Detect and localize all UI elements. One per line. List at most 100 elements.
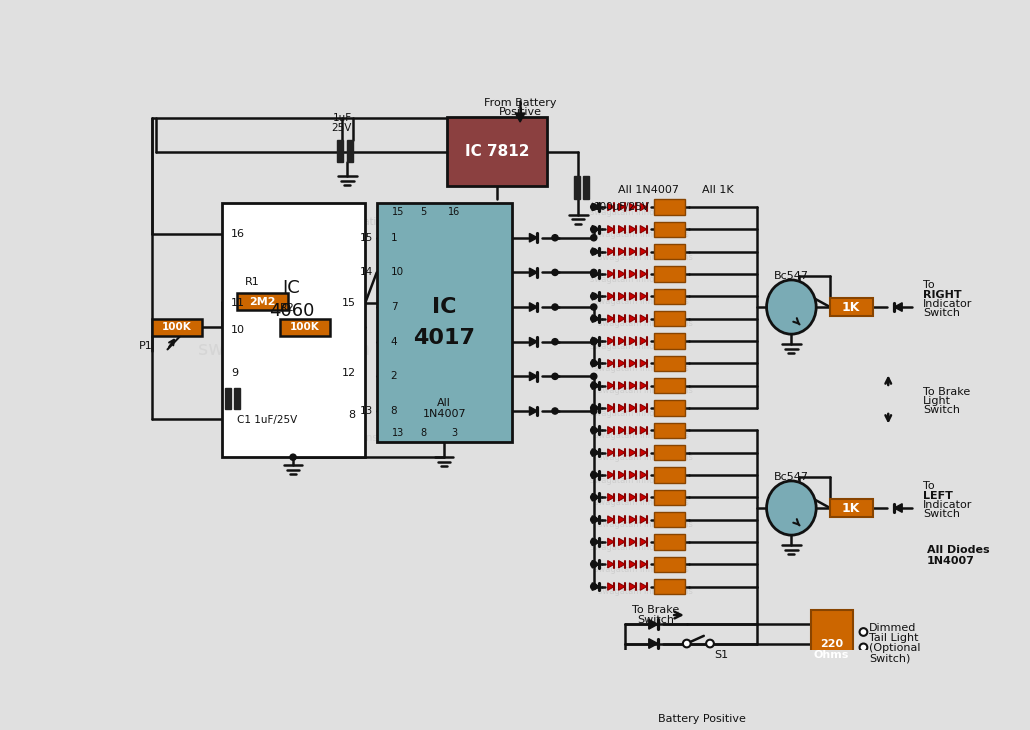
Polygon shape	[608, 203, 614, 211]
Text: swagatam innovations: swagatam innovations	[597, 588, 692, 596]
Text: 13: 13	[392, 428, 405, 437]
Text: swagatam innovations: swagatam innovations	[593, 230, 689, 239]
Text: 5: 5	[420, 207, 426, 218]
Text: 100K: 100K	[289, 322, 319, 332]
Circle shape	[552, 373, 558, 380]
Text: (Optional: (Optional	[869, 643, 921, 653]
Polygon shape	[608, 270, 614, 277]
Bar	[280, 318, 331, 336]
Circle shape	[590, 234, 596, 241]
Text: 8: 8	[390, 406, 398, 416]
Text: Switch): Switch)	[869, 653, 911, 663]
Text: All 1N4007: All 1N4007	[618, 185, 679, 195]
Polygon shape	[619, 293, 625, 300]
Bar	[654, 222, 685, 237]
Bar	[654, 490, 685, 505]
Text: swagatam innovations: swagatam innovations	[590, 274, 685, 284]
Text: 9: 9	[231, 367, 238, 377]
Text: 2: 2	[390, 372, 398, 381]
Bar	[654, 423, 685, 438]
Polygon shape	[529, 372, 538, 380]
Circle shape	[590, 226, 596, 232]
Text: 1N4007: 1N4007	[422, 409, 466, 419]
Polygon shape	[619, 583, 625, 591]
Polygon shape	[629, 449, 636, 456]
Polygon shape	[629, 471, 636, 479]
Bar	[237, 293, 287, 310]
Polygon shape	[592, 248, 599, 255]
Text: 8: 8	[420, 428, 426, 437]
Text: swagatam innovations: swagatam innovations	[597, 386, 692, 396]
Circle shape	[707, 639, 714, 648]
Polygon shape	[592, 359, 599, 367]
Bar	[583, 176, 589, 199]
Text: From Battery: From Battery	[484, 98, 556, 108]
Text: 1uF: 1uF	[333, 113, 351, 123]
Text: 13: 13	[359, 406, 373, 416]
Polygon shape	[641, 382, 647, 389]
Text: R2: R2	[280, 303, 295, 313]
Polygon shape	[608, 561, 614, 568]
Text: IC: IC	[282, 279, 301, 297]
Polygon shape	[592, 404, 599, 412]
Polygon shape	[592, 337, 599, 345]
Ellipse shape	[766, 280, 816, 334]
Bar	[654, 534, 685, 550]
Polygon shape	[629, 270, 636, 277]
Circle shape	[590, 338, 596, 344]
Polygon shape	[641, 226, 647, 233]
Circle shape	[590, 427, 596, 434]
Bar	[654, 400, 685, 415]
Polygon shape	[592, 471, 599, 479]
Circle shape	[590, 583, 596, 590]
Text: IC: IC	[432, 297, 456, 317]
Bar	[654, 199, 685, 215]
Polygon shape	[641, 561, 647, 568]
Polygon shape	[608, 315, 614, 323]
Text: swagatam innovations: swagatam innovations	[267, 433, 378, 443]
Polygon shape	[619, 270, 625, 277]
Bar	[654, 311, 685, 326]
Bar	[654, 266, 685, 282]
Text: swagatam innovations: swagatam innovations	[593, 498, 689, 507]
Text: 16: 16	[231, 229, 245, 239]
Polygon shape	[592, 426, 599, 434]
Circle shape	[590, 383, 596, 388]
Polygon shape	[629, 226, 636, 233]
Circle shape	[590, 450, 596, 456]
Circle shape	[590, 517, 596, 523]
Text: C1 1uF/25V: C1 1uF/25V	[237, 415, 298, 426]
Polygon shape	[641, 203, 647, 211]
Text: 2M2: 2M2	[249, 296, 275, 307]
Text: swagatam innovations: swagatam innovations	[597, 320, 692, 328]
Circle shape	[590, 561, 596, 567]
Polygon shape	[608, 538, 614, 545]
Polygon shape	[619, 493, 625, 501]
Text: 100uF/25V: 100uF/25V	[593, 202, 650, 212]
Polygon shape	[641, 426, 647, 434]
Bar	[654, 556, 685, 572]
Text: swagatam innovations: swagatam innovations	[593, 431, 689, 440]
Polygon shape	[641, 404, 647, 412]
Text: swagatam innovations: swagatam innovations	[593, 565, 689, 574]
Text: 1K: 1K	[842, 301, 860, 314]
Text: 4: 4	[390, 337, 398, 347]
Circle shape	[552, 339, 558, 345]
Polygon shape	[629, 337, 636, 345]
Polygon shape	[529, 407, 538, 415]
Text: To: To	[923, 482, 935, 491]
Polygon shape	[515, 113, 525, 122]
Polygon shape	[608, 226, 614, 233]
Circle shape	[683, 639, 691, 648]
Text: Switch: Switch	[638, 615, 675, 625]
Polygon shape	[608, 516, 614, 523]
Circle shape	[590, 304, 596, 310]
Circle shape	[590, 408, 596, 414]
Polygon shape	[641, 516, 647, 523]
Polygon shape	[592, 449, 599, 456]
Circle shape	[860, 628, 867, 636]
Polygon shape	[629, 315, 636, 323]
Polygon shape	[592, 226, 599, 233]
Polygon shape	[619, 315, 625, 323]
Text: 16: 16	[448, 207, 460, 218]
